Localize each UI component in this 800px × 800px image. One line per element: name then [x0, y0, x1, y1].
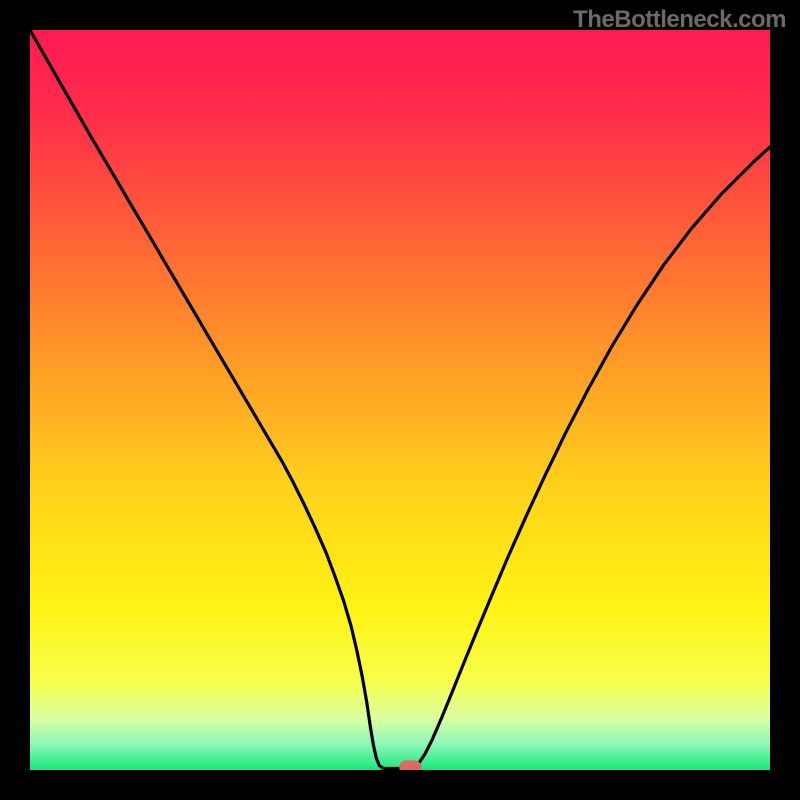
plot-svg	[30, 30, 770, 770]
bottleneck-curve	[30, 30, 770, 769]
plot-area	[30, 30, 770, 770]
curve-marker	[399, 760, 421, 770]
chart-frame: TheBottleneck.com	[0, 0, 800, 800]
